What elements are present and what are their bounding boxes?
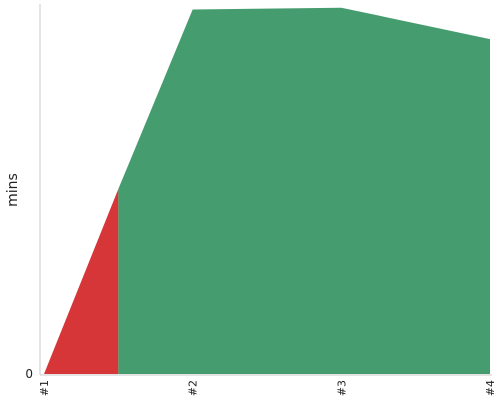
- area-series-2: [118, 7, 490, 374]
- area-series-1: [44, 189, 119, 374]
- y-tick-label: 0: [25, 367, 33, 381]
- x-tick-labels: #1 #2 #3 #4: [38, 380, 497, 396]
- x-tick-label: #2: [187, 380, 200, 396]
- x-tick-label: #4: [484, 380, 497, 396]
- y-axis-label: mins: [5, 173, 21, 207]
- x-tick-label: #1: [38, 380, 51, 396]
- chart-areas: [44, 7, 490, 374]
- x-tick-label: #3: [335, 380, 348, 396]
